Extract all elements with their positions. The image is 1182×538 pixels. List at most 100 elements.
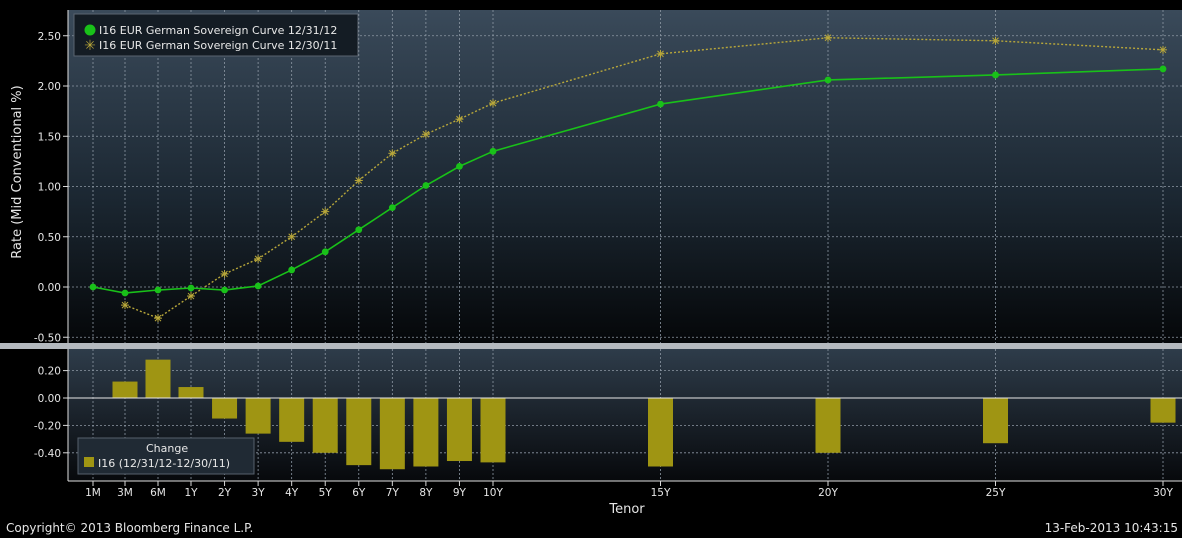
x-tick-label-8Y: 8Y (419, 487, 433, 499)
legend-label-change: I16 (12/31/12-12/30/11) (98, 457, 230, 470)
point-2012-4Y (288, 266, 296, 274)
timestamp-text: 13-Feb-2013 10:43:15 (1045, 521, 1178, 535)
asterisk-stroke (992, 37, 999, 45)
x-tick-label-9Y: 9Y (453, 487, 467, 499)
bar-30Y (1150, 398, 1176, 423)
point-2011-5Y (321, 207, 330, 216)
x-tick-label-6M: 6M (150, 487, 166, 499)
asterisk-stroke (489, 99, 497, 107)
y-tick-label-top: 1.00 (38, 182, 61, 194)
asterisk-stroke (288, 233, 296, 241)
point-2012-6M (154, 286, 162, 294)
y-tick-label-top: 0.50 (38, 232, 61, 244)
y-tick-label-top: 2.00 (38, 81, 61, 93)
y-axis-title: Rate (Mid Conventional %) (10, 85, 25, 258)
y-tick-label-bottom: 0.00 (38, 393, 61, 405)
bar-4Y (279, 398, 305, 442)
axes: 2.50 2.00 1.50 1.00 0.50 0.00 -0.50 0.20 0.00 -0.… (34, 10, 1182, 499)
point-2012-1M (89, 283, 97, 291)
point-2012-8Y (422, 182, 430, 189)
change-label: Change (146, 442, 188, 455)
asterisk-stroke (422, 130, 430, 138)
change-bars (68, 359, 1182, 470)
point-2011-8Y (421, 130, 430, 139)
point-2011-10Y (489, 99, 497, 108)
point-2011-20Y (824, 33, 832, 42)
point-2012-15Y (657, 100, 664, 108)
point-2012-2Y (221, 286, 228, 294)
asterisk-stroke (1159, 46, 1167, 54)
curve-lines (89, 33, 1167, 323)
legend-marker-2012 (84, 24, 96, 36)
point-2011-3Y (254, 254, 263, 263)
legend-swatch-change (84, 457, 94, 467)
bar-9Y (446, 398, 472, 462)
x-tick-label-10Y: 10Y (483, 487, 503, 499)
point-2011-6M (154, 314, 162, 323)
point-2012-30Y (1159, 65, 1167, 73)
point-2012-20Y (824, 76, 832, 84)
top-panel-background (68, 10, 1182, 343)
y-tick-label-top: 2.50 (38, 31, 61, 43)
bottom-legend-box (77, 437, 255, 475)
bar-1Y (178, 387, 204, 398)
bottom-legend: Change I16 (12/31/12-12/30/11) (77, 437, 255, 475)
x-tick-label-6Y: 6Y (352, 487, 366, 499)
point-2011-30Y (1159, 45, 1167, 54)
asterisk-stroke (388, 149, 396, 157)
top-legend: I16 EUR German Sovereign Curve 12/31/12 … (73, 13, 359, 57)
x-tick-label-4Y: 4Y (285, 487, 299, 499)
point-2011-25Y (991, 36, 1000, 45)
bar-5Y (312, 398, 338, 453)
x-tick-label-20Y: 20Y (818, 487, 838, 499)
y-tick-label-top: 1.50 (38, 131, 61, 143)
point-2012-6Y (355, 226, 363, 234)
copyright-text: Copyright© 2013 Bloomberg Finance L.P. (6, 521, 253, 535)
bar-2Y (212, 398, 238, 419)
x-tick-label-7Y: 7Y (386, 487, 400, 499)
asterisk-stroke (321, 208, 329, 215)
point-2011-3M (121, 301, 129, 310)
grid-lines (68, 10, 1182, 481)
bar-6Y (346, 398, 372, 466)
bar-3M (112, 381, 138, 398)
point-2012-1Y (187, 284, 195, 292)
asterisk-stroke (824, 34, 832, 42)
bar-7Y (379, 398, 405, 470)
asterisk-stroke (254, 255, 262, 263)
y-tick-label-top: 0.00 (38, 282, 61, 294)
point-2012-5Y (321, 248, 329, 256)
panel-separator (0, 343, 1182, 349)
point-2011-7Y (388, 149, 397, 158)
legend-label-2012: I16 EUR German Sovereign Curve 12/31/12 (99, 24, 337, 37)
y-tick-label-bottom: -0.20 (34, 420, 61, 432)
asterisk-stroke (221, 270, 228, 278)
bar-20Y (815, 398, 841, 453)
asterisk-stroke (657, 50, 664, 58)
asterisk-stroke (154, 314, 162, 322)
bar-15Y (648, 398, 673, 467)
point-2011-9Y (455, 115, 464, 124)
point-2012-3M (121, 289, 129, 297)
y-tick-label-bottom: -0.40 (34, 448, 61, 460)
x-tick-label-5Y: 5Y (319, 487, 333, 499)
bar-8Y (413, 398, 439, 467)
point-2012-25Y (992, 71, 999, 79)
point-2012-9Y (456, 163, 463, 170)
bar-6M (145, 359, 171, 398)
x-tick-label-2Y: 2Y (218, 487, 232, 499)
point-2011-2Y (220, 269, 229, 278)
asterisk-stroke (187, 292, 195, 300)
point-2011-6Y (354, 176, 363, 185)
top-legend-box (73, 13, 359, 57)
asterisk-stroke (456, 115, 463, 123)
x-tick-label-1Y: 1Y (184, 487, 198, 499)
x-axis-title: Tenor (608, 502, 645, 517)
point-2011-4Y (287, 232, 296, 241)
x-tick-label-15Y: 15Y (651, 487, 671, 499)
point-2012-3Y (254, 282, 262, 290)
x-tick-label-25Y: 25Y (986, 487, 1006, 499)
bar-10Y (480, 398, 506, 463)
